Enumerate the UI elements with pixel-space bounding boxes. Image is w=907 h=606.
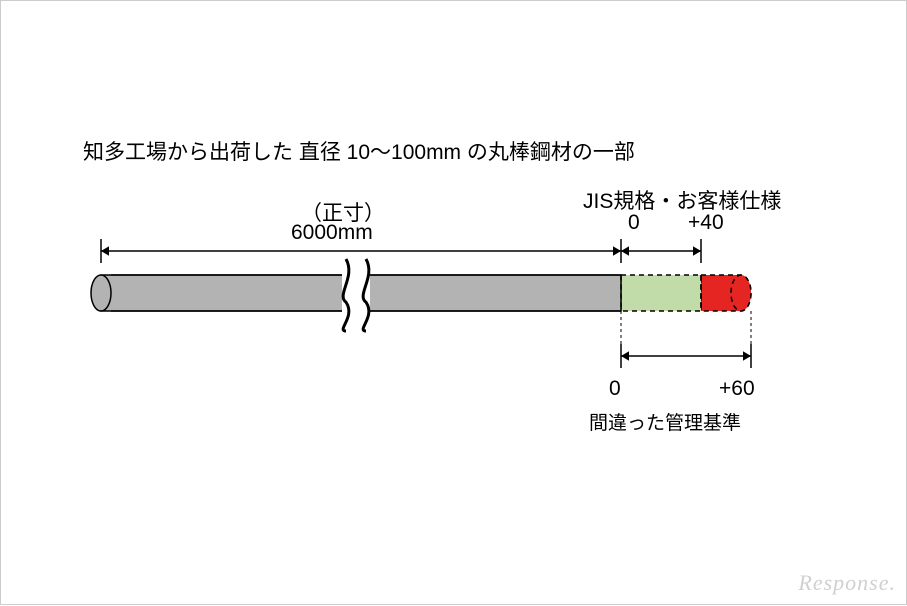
diagram-svg: [1, 1, 907, 606]
watermark: Response.: [798, 570, 896, 596]
diagram-container: 知多工場から出荷した 直径 10～100mm の丸棒鋼材の一部 （正寸） 600…: [0, 0, 907, 605]
